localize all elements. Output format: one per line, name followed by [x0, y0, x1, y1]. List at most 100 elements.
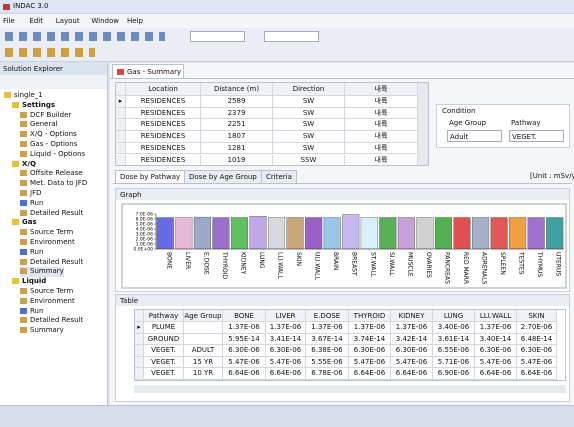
- tree-item[interactable]: Source Term: [20, 287, 73, 297]
- table-cell: 3.41E-14: [266, 333, 306, 345]
- row-marker[interactable]: [116, 119, 126, 132]
- row-marker[interactable]: [116, 142, 126, 155]
- row-marker[interactable]: [135, 345, 144, 357]
- menu-item[interactable]: Help: [127, 17, 143, 25]
- result-tab[interactable]: Criteria: [261, 170, 297, 183]
- tree-item[interactable]: Environment: [20, 238, 75, 248]
- table-cell: 15 YR: [184, 356, 223, 368]
- table-cell: 6.30E-06: [349, 345, 391, 357]
- table-cell: 6.30E-06: [475, 345, 517, 357]
- item-icon: [20, 248, 27, 255]
- x-tick-label: PANCREAS: [443, 252, 450, 284]
- header-cell: LUNG: [433, 310, 475, 322]
- document-tab[interactable]: Gas - Summary: [112, 64, 184, 78]
- tree-item[interactable]: single_1: [4, 91, 43, 101]
- pathway-label: Pathway: [511, 119, 541, 127]
- table-cell: 1.37E-06: [266, 322, 306, 334]
- tree-item[interactable]: Detailed Result: [20, 258, 83, 268]
- menu-item[interactable]: Layout: [55, 17, 80, 25]
- tree-item[interactable]: Met. Data to JFD: [20, 179, 87, 189]
- row-marker[interactable]: [116, 107, 126, 120]
- row-marker[interactable]: [135, 333, 144, 345]
- table-cell: SSW: [273, 154, 345, 165]
- header-cell: 내륙: [345, 83, 418, 96]
- folder-icon: [4, 92, 11, 98]
- tree-item[interactable]: Run: [20, 199, 43, 209]
- row-marker[interactable]: [135, 356, 144, 368]
- row-marker[interactable]: [116, 131, 126, 143]
- tree-item[interactable]: Offsite Release: [20, 169, 83, 179]
- row-marker[interactable]: ▸: [116, 96, 126, 108]
- tree-item[interactable]: Detailed Result: [20, 316, 83, 326]
- tab-rule: [113, 183, 572, 184]
- plot-frame: [121, 203, 567, 289]
- tree-item[interactable]: X/Q: [12, 160, 36, 170]
- result-tab[interactable]: Dose by Pathway: [115, 170, 186, 183]
- toolbar-icons[interactable]: [5, 48, 95, 57]
- bar: [305, 217, 323, 250]
- h-scrollbar[interactable]: [134, 385, 566, 393]
- tree-item[interactable]: X/Q - Options: [20, 130, 77, 140]
- graph-panel: Graph 0.0E+00 1.0E-06 2.0E-06 3.0E-06 4.0E-0…: [115, 188, 570, 292]
- table-cell: 2379: [201, 107, 273, 120]
- tree-item[interactable]: Settings: [12, 101, 55, 111]
- tree-item[interactable]: Summary: [20, 267, 64, 278]
- folder-icon: [12, 101, 19, 108]
- table-cell: 1.37E-06: [306, 322, 349, 334]
- item-icon: [20, 121, 27, 128]
- tree-label: General: [30, 120, 58, 129]
- table-cell: RESIDENCES: [126, 131, 201, 143]
- combo-box[interactable]: [190, 31, 245, 42]
- tree-item[interactable]: Run: [20, 307, 43, 317]
- app-icon: [3, 4, 10, 10]
- table-cell: ADULT: [184, 345, 223, 357]
- toolbar-icons[interactable]: [5, 32, 165, 41]
- tree-item[interactable]: Detailed Result: [20, 209, 83, 219]
- bar: [472, 217, 490, 250]
- condition-panel: Condition Age Group Pathway Adult VEGET.: [436, 104, 570, 148]
- item-icon: [20, 131, 27, 138]
- tree-label: Detailed Result: [30, 257, 84, 266]
- tree-item[interactable]: Gas: [12, 218, 37, 228]
- result-tab[interactable]: Dose by Age Group: [184, 170, 262, 183]
- tree-item[interactable]: Run: [20, 248, 43, 258]
- header-cell: Location: [126, 83, 201, 96]
- menu-item[interactable]: Window: [91, 17, 119, 25]
- tree-label: Source Term: [30, 287, 74, 295]
- tree-item[interactable]: General: [20, 120, 58, 130]
- tree-item[interactable]: Liquid: [12, 277, 46, 287]
- table-cell: 6.90E-06: [433, 368, 475, 380]
- table-cell: 6.30E-06: [223, 345, 266, 357]
- header-cell: Age Group: [184, 310, 223, 322]
- menu-item[interactable]: Edit: [29, 17, 43, 25]
- tree-item[interactable]: Liquid - Options: [20, 150, 85, 160]
- solution-explorer: Solution Explorer single_1 Settings DCF Bu…: [0, 63, 108, 405]
- tree-item[interactable]: Environment: [20, 297, 75, 307]
- pathway-select[interactable]: VEGET.: [509, 130, 564, 142]
- x-tick-label: SKIN: [295, 252, 302, 266]
- tree-item[interactable]: Summary: [20, 326, 64, 336]
- table-cell: 5.47E-06: [349, 356, 391, 368]
- header-cell: BONE: [223, 310, 266, 322]
- row-marker[interactable]: [116, 154, 126, 165]
- item-icon: [20, 307, 27, 314]
- x-tick-label: THYMUS: [536, 251, 543, 277]
- combo-box[interactable]: [264, 31, 319, 42]
- y-tick-label: 3.0E-06: [136, 232, 153, 238]
- tree-item[interactable]: Gas - Options: [20, 140, 77, 150]
- y-tick-label: 5.0E-06: [136, 222, 153, 228]
- bar: [416, 217, 434, 250]
- table-cell: 3.40E-06: [433, 322, 475, 334]
- header-cell: SKIN: [517, 310, 557, 322]
- age-group-select[interactable]: Adult: [447, 130, 502, 142]
- row-marker[interactable]: ▸: [135, 322, 144, 334]
- tree-item[interactable]: JFD: [20, 189, 41, 199]
- folder-icon: [12, 278, 19, 285]
- row-marker[interactable]: [135, 368, 144, 380]
- tree-item[interactable]: DCF Builder: [20, 111, 71, 121]
- tab-label: Gas - Summary: [127, 68, 182, 76]
- table-cell: 6.64E-06: [517, 368, 557, 380]
- menu-item[interactable]: File: [3, 17, 15, 25]
- table-cell: 2251: [201, 119, 273, 132]
- tree-item[interactable]: Source Term: [20, 228, 73, 238]
